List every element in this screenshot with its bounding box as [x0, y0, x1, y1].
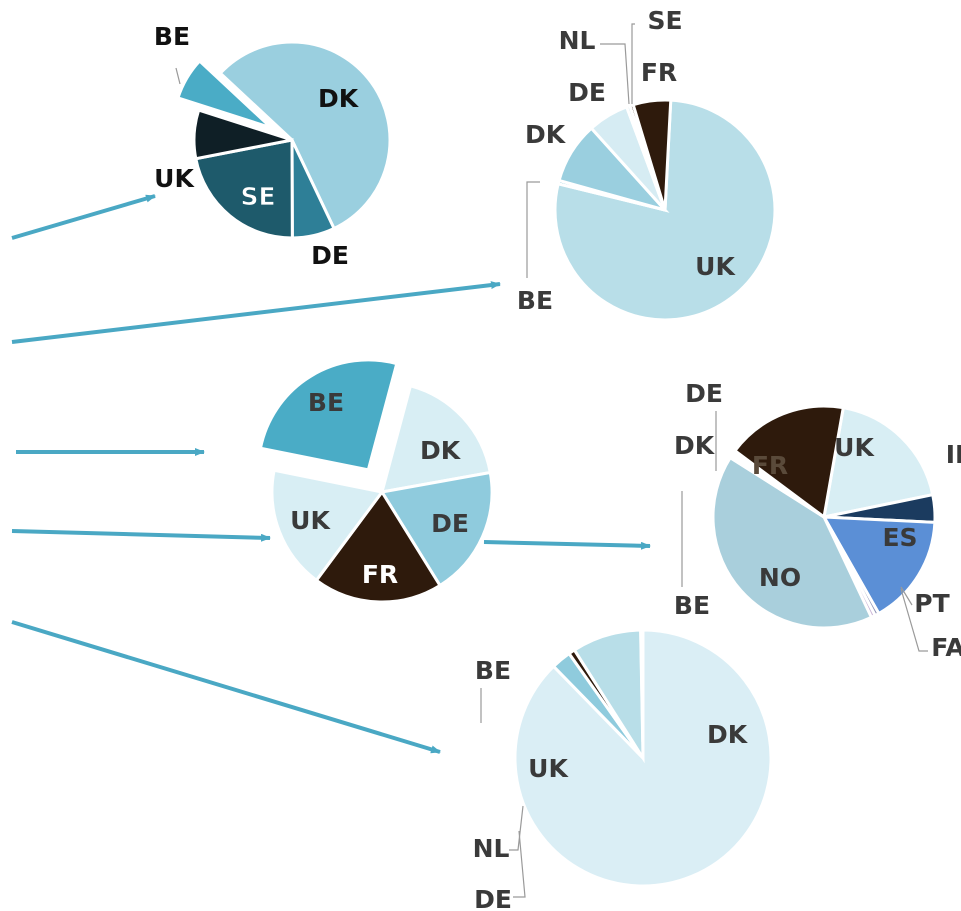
slice-label: BE [308, 388, 344, 417]
slice-label: FR [641, 58, 677, 87]
slice-label: UK [154, 164, 195, 193]
leader-line [600, 43, 630, 105]
slice-label: FA [931, 633, 961, 662]
flow-arrow [11, 529, 271, 542]
pie-chart-5: DK DE NL UK BE [473, 612, 773, 911]
pie-slice-be [638, 612, 645, 743]
pie-slice-no [711, 455, 874, 630]
pie-slice-be [258, 358, 399, 472]
slice-label: FR [362, 560, 398, 589]
slice-label: FR [752, 451, 788, 480]
pie-chart-1: DK DE SE UK BE [154, 22, 392, 270]
slice-label: BE [154, 22, 190, 51]
slice-label: DK [525, 120, 567, 149]
flow-arrow [11, 194, 156, 240]
slice-label: BE [517, 286, 553, 315]
pie-slice-es [821, 515, 937, 616]
slice-label: SE [647, 6, 682, 35]
leader-line [513, 830, 526, 898]
slice-label: DE [311, 241, 349, 270]
leader-line [631, 23, 635, 104]
slice-label: IR [946, 440, 961, 469]
slice-label: ES [882, 523, 917, 552]
pie-slice-dk [379, 383, 493, 494]
leader-line [526, 181, 540, 278]
leader-line [175, 67, 181, 85]
slice-label: DK [318, 84, 360, 113]
slice-label: DE [685, 379, 723, 408]
pie-chart-4: UK IR ES PT FA NO BE DK DE FR [674, 379, 961, 662]
pie-chart-3: DK DE FR UK BE [258, 358, 494, 604]
leader-line [509, 805, 524, 851]
slice-label: PT [914, 589, 949, 618]
pie-slice-uk [192, 108, 293, 161]
pie-slice-fr [631, 98, 673, 211]
slice-label: UK [290, 506, 331, 535]
flow-arrow [483, 540, 651, 550]
slice-label: DK [707, 720, 749, 749]
slice-label: DE [568, 78, 606, 107]
flow-arrow [11, 620, 441, 754]
slice-label: UK [695, 252, 736, 281]
slice-label: NL [473, 834, 510, 863]
slice-label: BE [475, 656, 511, 685]
flow-arrow [11, 281, 501, 344]
leader-line [900, 588, 928, 652]
pie-slice-fr [314, 489, 443, 604]
leader-line [900, 586, 913, 606]
slice-label: BE [674, 591, 710, 620]
slice-label: DE [431, 509, 469, 538]
slice-label: UK [834, 433, 875, 462]
slice-label: DK [420, 436, 462, 465]
flow-arrows [11, 194, 651, 754]
slice-label: UK [528, 754, 569, 783]
pie-slice-fr [732, 404, 846, 520]
slice-label: SE [240, 182, 275, 211]
slice-label: DE [474, 885, 512, 911]
pie-slice-se [194, 138, 294, 240]
pie-slice-de [379, 470, 494, 588]
pie-slice-be [176, 58, 273, 130]
slice-label: NO [759, 563, 801, 592]
pie-slice-dk [218, 40, 392, 231]
slice-label: DK [674, 431, 716, 460]
pie-slice-uk [270, 468, 385, 583]
pie-slice-uk [822, 405, 935, 519]
slice-label: NL [559, 26, 596, 55]
